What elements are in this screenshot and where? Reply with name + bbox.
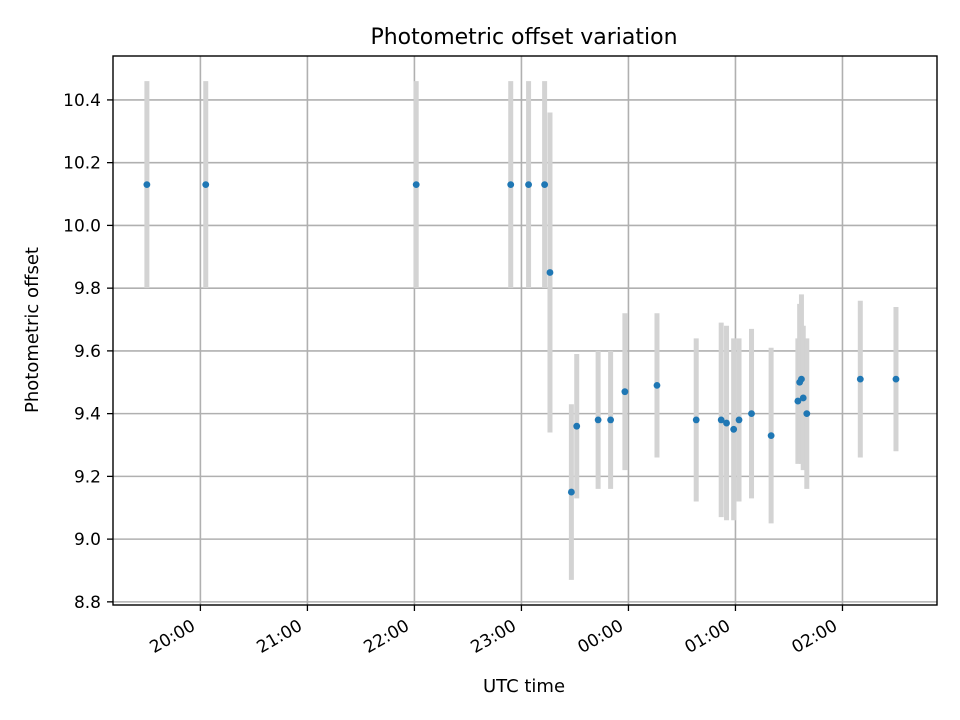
y-tick-label: 9.6 [74, 342, 101, 362]
x-axis-label: UTC time [483, 676, 565, 697]
data-point [798, 375, 805, 383]
y-tick-label: 10.0 [63, 216, 101, 236]
y-tick-label: 10.2 [63, 154, 101, 174]
data-point [567, 488, 575, 496]
data-point [621, 388, 629, 396]
data-point [803, 410, 811, 418]
data-point [735, 416, 743, 424]
data-point [573, 422, 581, 430]
y-tick-label: 8.8 [74, 593, 101, 613]
y-tick-label: 9.8 [74, 279, 101, 299]
data-point [607, 416, 615, 424]
data-point [748, 410, 755, 418]
plot-frame [112, 55, 938, 606]
data-point [202, 181, 210, 189]
data-point [767, 432, 775, 439]
data-point [412, 181, 420, 189]
data-point [730, 425, 738, 433]
data-point [692, 416, 700, 424]
data-point [856, 375, 864, 383]
data-point [794, 397, 802, 405]
data-point [653, 382, 661, 389]
data-point [507, 181, 515, 189]
y-tick-label: 10.4 [63, 91, 101, 111]
data-point [892, 375, 900, 383]
data-point [594, 416, 602, 424]
data-point [525, 181, 532, 189]
data-point [546, 269, 554, 276]
y-tick-label: 9.4 [74, 405, 101, 425]
y-axis-label: Photometric offset [22, 247, 43, 413]
y-tick-label: 9.0 [74, 530, 101, 550]
data-point [799, 394, 807, 402]
data-point [717, 416, 725, 424]
data-point [541, 181, 549, 189]
y-tick-label: 9.2 [74, 467, 101, 487]
data-point [723, 419, 730, 427]
data-point [143, 181, 151, 189]
chart-title: Photometric offset variation [370, 25, 677, 50]
point-layer [143, 181, 900, 496]
